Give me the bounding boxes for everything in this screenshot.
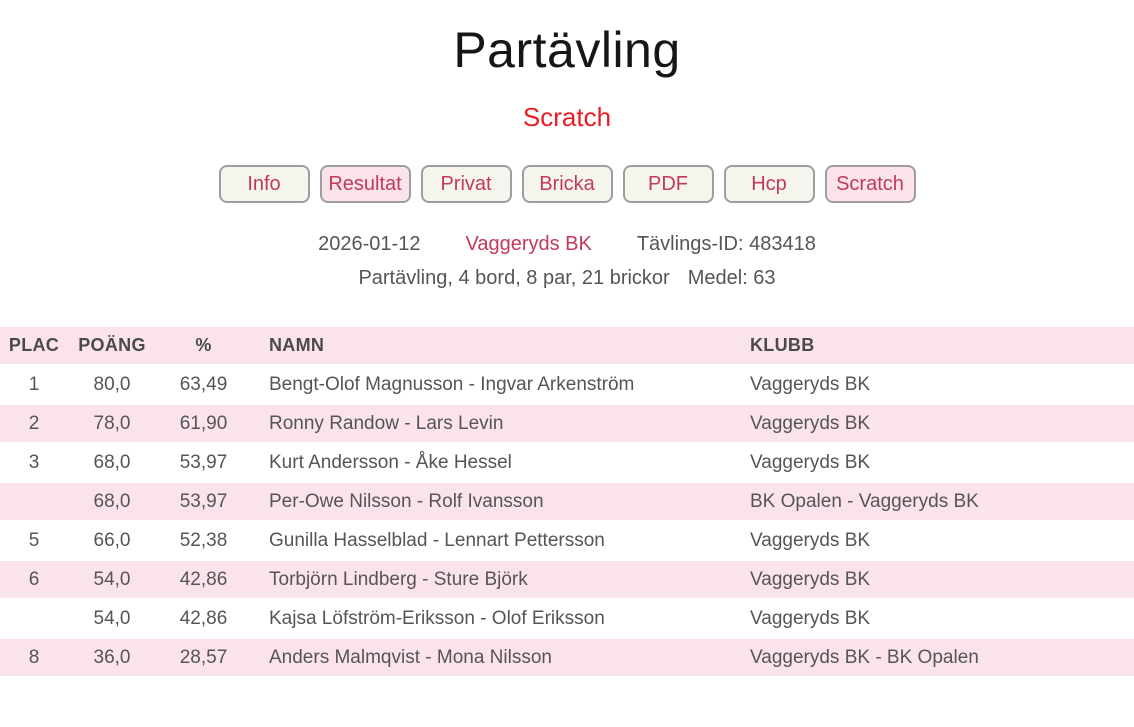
cell-namn: Kurt Andersson - Åke Hessel [251,443,750,483]
column-header-poang: POÄNG [68,327,156,366]
cell-pct: 42,86 [156,560,251,600]
tab-scratch[interactable]: Scratch [824,165,916,203]
cell-poang: 66,0 [68,521,156,561]
results-table: PLAC POÄNG% NAMN KLUBB 1 80,0 63,49 Bengt-Olof… [0,327,1134,678]
cell-pct: 63,49 [156,365,251,405]
cell-namn: Per-Owe Nilsson - Rolf Ivansson [251,482,750,522]
competition-format: Partävling, 4 bord, 8 par, 21 brickor [358,267,670,289]
header-row: PLAC POÄNG% NAMN KLUBB [0,327,1134,366]
cell-namn: Ronny Randow - Lars Levin [251,404,750,444]
cell-plac: 3 [0,443,68,483]
cell-klubb: Vaggeryds BK - BK Opalen [750,638,1134,678]
cell-pct: 28,57 [156,638,251,678]
cell-poang: 68,0 [68,443,156,483]
table-row: 8 36,0 28,57 Anders Malmqvist - Mona Nilsso… [0,638,1134,678]
competition-meta: 2026-01-12 Vaggeryds BK Tävlings-ID: 483… [0,231,1134,257]
tab-resultat[interactable]: Resultat [319,165,411,203]
table-row: 3 68,0 53,97 Kurt Andersson - Åke Hessel Vag… [0,443,1134,483]
cell-plac: 5 [0,521,68,561]
cell-klubb: Vaggeryds BK [750,365,1134,405]
cell-plac [0,482,68,522]
cell-klubb: BK Opalen - Vaggeryds BK [750,482,1134,522]
column-header-namn: NAMN [251,327,750,366]
cell-poang: 54,0 [68,560,156,600]
cell-poang: 36,0 [68,638,156,678]
table-row: 5 66,0 52,38 Gunilla Hasselblad - Lennart P… [0,521,1134,561]
cell-pct: 53,97 [156,482,251,522]
cell-plac: 6 [0,560,68,600]
cell-plac: 8 [0,638,68,678]
cell-plac: 2 [0,404,68,444]
cell-poang: 54,0 [68,599,156,639]
table-row: 68,0 53,97 Per-Owe Nilsson - Rolf Ivansson… [0,482,1134,522]
competition-details: Partävling, 4 bord, 8 par, 21 brickor Me… [0,265,1134,291]
tab-info[interactable]: Info [218,165,310,203]
table-row: 54,0 42,86 Kajsa Löfström-Eriksson - Olof … [0,599,1134,639]
cell-pct: 53,97 [156,443,251,483]
competition-date: 2026-01-12 [318,233,421,255]
page-title: Partävling [453,22,681,78]
tab-hcp[interactable]: Hcp [723,165,815,203]
column-header-klubb: KLUBB [750,327,1134,366]
cell-pct: 42,86 [156,599,251,639]
cell-pct: 61,90 [156,404,251,444]
cell-namn: Kajsa Löfström-Eriksson - Olof Eriksson [251,599,750,639]
cell-namn: Bengt-Olof Magnusson - Ingvar Arkenström [251,365,750,405]
page-subtitle: Scratch [522,102,612,132]
table-row: 6 54,0 42,86 Torbjörn Lindberg - Sture Björ… [0,560,1134,600]
table-row: 1 80,0 63,49 Bengt-Olof Magnusson - Ingvar … [0,365,1134,405]
cell-klubb: Vaggeryds BK [750,443,1134,483]
table-row: 2 78,0 61,90 Ronny Randow - Lars Levin Vagge… [0,404,1134,444]
cell-klubb: Vaggeryds BK [750,560,1134,600]
competition-id: Tävlings-ID: 483418 [636,233,816,255]
cell-poang: 80,0 [68,365,156,405]
tab-bricka[interactable]: Bricka [521,165,613,203]
cell-pct: 52,38 [156,521,251,561]
competition-average: Medel: 63 [687,267,776,289]
cell-namn: Anders Malmqvist - Mona Nilsson [251,638,750,678]
cell-klubb: Vaggeryds BK [750,521,1134,561]
tab-privat[interactable]: Privat [420,165,512,203]
results-page: Partävling Scratch Info Resultat Privat Bri… [0,24,1134,678]
club-link[interactable]: Vaggeryds BK [465,233,592,255]
cell-namn: Gunilla Hasselblad - Lennart Pettersson [251,521,750,561]
cell-namn: Torbjörn Lindberg - Sture Björk [251,560,750,600]
cell-poang: 78,0 [68,404,156,444]
cell-poang: 68,0 [68,482,156,522]
cell-klubb: Vaggeryds BK [750,404,1134,444]
column-header-plac: PLAC [0,327,68,366]
column-header-pct: % [156,327,251,366]
cell-plac [0,599,68,639]
cell-plac: 1 [0,365,68,405]
toolbar: Info Resultat Privat Bricka PDF Hcp Scratch [0,165,1134,203]
cell-klubb: Vaggeryds BK [750,599,1134,639]
tab-pdf[interactable]: PDF [622,165,714,203]
